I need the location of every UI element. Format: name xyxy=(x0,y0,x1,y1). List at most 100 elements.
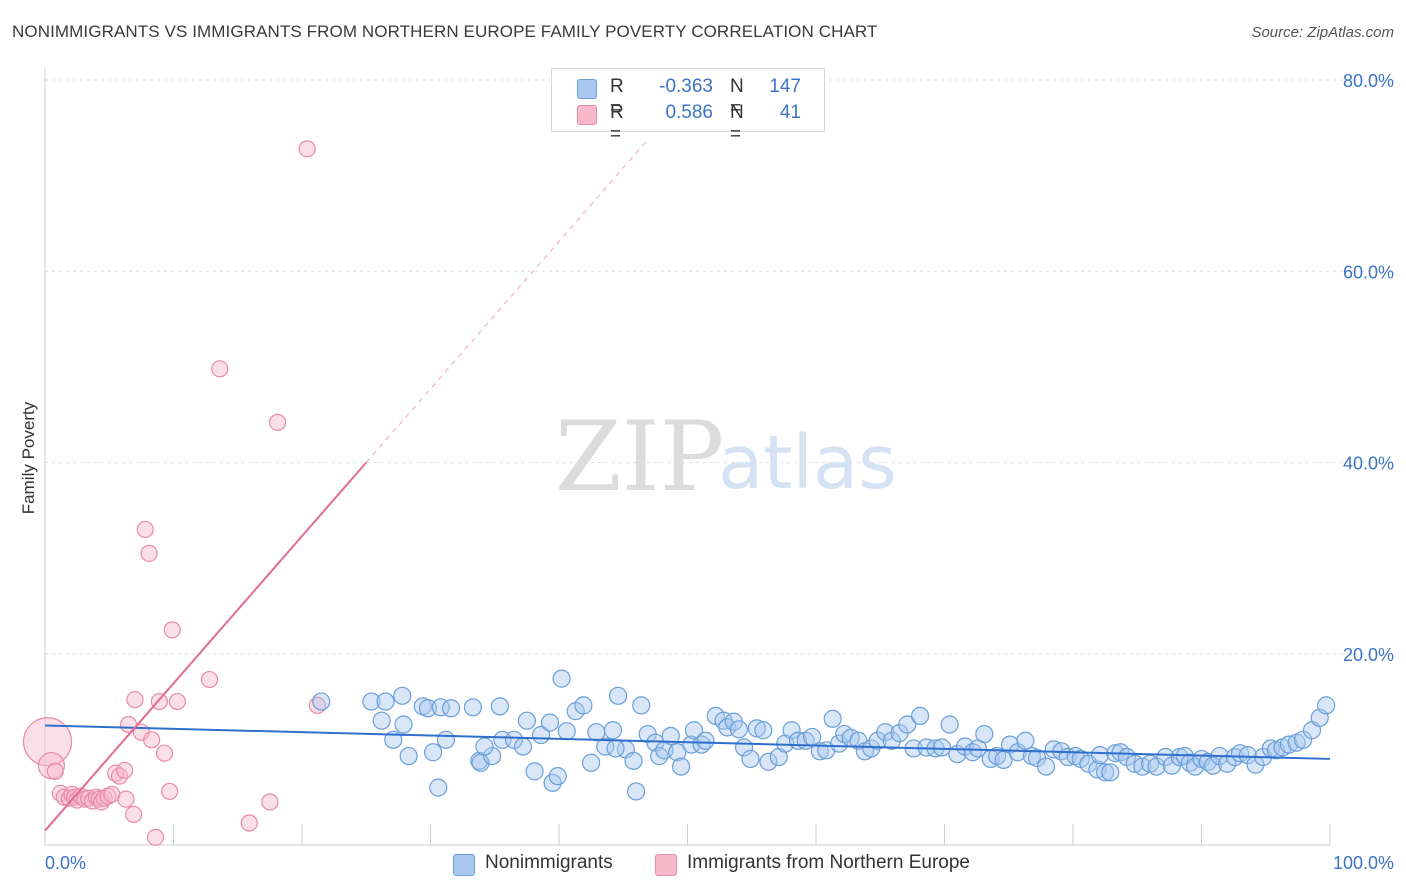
data-point-nonimmigrants xyxy=(312,692,331,711)
legend-r-value: -0.363 xyxy=(659,76,713,97)
data-point-nonimmigrants xyxy=(626,782,646,801)
data-point-nonimmigrants xyxy=(517,711,536,730)
data-point-immigrants xyxy=(143,731,161,749)
data-point-nonimmigrants xyxy=(650,746,669,766)
data-point-nonimmigrants xyxy=(747,719,766,738)
trend-line-nonimmigrants xyxy=(44,724,1331,760)
data-point-nonimmigrants xyxy=(782,721,801,740)
legend-n-label: N = xyxy=(730,102,744,145)
data-point-nonimmigrants xyxy=(399,746,418,766)
data-point-nonimmigrants xyxy=(898,715,917,734)
legend-label: Immigrants from Northern Europe xyxy=(687,852,970,873)
data-point-immigrants xyxy=(268,413,287,431)
data-point-nonimmigrants xyxy=(463,698,483,717)
data-point-immigrants xyxy=(261,793,279,811)
y-tick-labels: 20.0% 40.0% 60.0% 80.0% xyxy=(1343,71,1394,665)
data-point-nonimmigrants xyxy=(1317,696,1336,715)
data-point-nonimmigrants xyxy=(490,697,509,716)
y-tick-label: 20.0% xyxy=(1343,645,1394,665)
data-point-nonimmigrants xyxy=(513,737,533,756)
data-point-nonimmigrants xyxy=(540,713,560,732)
data-point-nonimmigrants xyxy=(810,742,829,761)
data-point-nonimmigrants xyxy=(1016,731,1035,750)
data-point-nonimmigrants xyxy=(393,686,412,705)
data-point-nonimmigrants xyxy=(759,752,778,771)
data-point-immigrants xyxy=(200,670,219,689)
trend-line-immigrants-extension xyxy=(365,138,650,463)
chart-title: NONIMMIGRANTS VS IMMIGRANTS FROM NORTHER… xyxy=(12,22,878,41)
data-point-nonimmigrants xyxy=(940,715,959,734)
data-point-immigrants xyxy=(161,782,179,801)
legend-n-value: 41 xyxy=(779,102,801,123)
trend-line-immigrants xyxy=(44,461,368,832)
data-point-nonimmigrants xyxy=(682,735,701,754)
data-point-nonimmigrants xyxy=(475,737,494,756)
data-point-nonimmigrants xyxy=(1203,756,1223,775)
legend-swatch-blue xyxy=(577,79,597,99)
data-point-immigrants xyxy=(163,621,181,639)
data-point-nonimmigrants xyxy=(1090,746,1110,765)
legend-label: Nonimmigrants xyxy=(485,852,613,873)
data-point-nonimmigrants xyxy=(661,726,680,746)
legend-swatch-blue xyxy=(453,854,475,876)
data-point-nonimmigrants xyxy=(557,722,576,741)
data-point-nonimmigrants xyxy=(1096,763,1115,782)
data-point-nonimmigrants xyxy=(609,686,628,705)
data-point-nonimmigrants xyxy=(830,734,849,753)
data-point-nonimmigrants xyxy=(668,743,687,762)
legend-n-label: N = xyxy=(730,76,744,119)
data-point-immigrants xyxy=(22,717,73,767)
data-point-immigrants xyxy=(117,790,135,808)
data-point-nonimmigrants xyxy=(372,711,391,730)
series-immigrants-points xyxy=(22,140,327,846)
data-point-nonimmigrants xyxy=(394,715,413,734)
data-point-immigrants xyxy=(125,805,143,824)
data-point-immigrants xyxy=(240,814,258,832)
data-point-nonimmigrants xyxy=(975,724,994,744)
data-point-nonimmigrants xyxy=(574,696,593,715)
data-point-nonimmigrants xyxy=(606,739,625,758)
series-nonimmigrants-points xyxy=(312,669,1336,801)
data-point-nonimmigrants xyxy=(1238,746,1257,765)
x-tick-label-0: 0.0% xyxy=(45,853,86,873)
data-point-nonimmigrants xyxy=(441,699,461,718)
data-point-nonimmigrants xyxy=(436,730,456,749)
data-point-nonimmigrants xyxy=(552,669,571,688)
data-point-nonimmigrants xyxy=(671,757,691,776)
x-axis-ticks xyxy=(173,824,1331,845)
x-tick-label-100: 100.0% xyxy=(1333,853,1394,873)
trend-lines xyxy=(44,138,1331,832)
data-point-nonimmigrants xyxy=(741,749,760,769)
data-point-nonimmigrants xyxy=(754,721,773,740)
data-point-nonimmigrants xyxy=(624,751,643,770)
data-point-nonimmigrants xyxy=(362,692,381,711)
data-point-nonimmigrants xyxy=(376,692,395,711)
data-point-nonimmigrants xyxy=(429,778,448,797)
data-point-nonimmigrants xyxy=(423,743,443,762)
y-tick-label: 40.0% xyxy=(1343,454,1394,474)
data-point-nonimmigrants xyxy=(696,731,715,750)
data-point-nonimmigrants xyxy=(932,738,952,757)
watermark: ZIP atlas xyxy=(555,401,897,513)
data-point-nonimmigrants xyxy=(548,767,567,786)
legend-swatch-pink xyxy=(655,854,677,876)
data-point-nonimmigrants xyxy=(1036,757,1056,776)
data-point-immigrants xyxy=(308,696,327,714)
data-point-nonimmigrants xyxy=(1000,735,1020,754)
data-point-nonimmigrants xyxy=(632,696,651,715)
watermark-atlas: atlas xyxy=(718,420,897,506)
legend-r-label: R = xyxy=(610,102,624,145)
data-point-immigrants xyxy=(155,744,174,762)
data-point-nonimmigrants xyxy=(684,721,704,740)
y-tick-label: 80.0% xyxy=(1343,71,1394,91)
data-point-immigrants xyxy=(136,520,154,539)
data-point-immigrants xyxy=(211,360,229,378)
data-point-nonimmigrants xyxy=(1101,763,1120,782)
watermark-zip: ZIP xyxy=(555,401,724,513)
data-point-nonimmigrants xyxy=(1170,747,1189,767)
chart-source: Source: ZipAtlas.com xyxy=(1251,24,1394,41)
data-point-nonimmigrants xyxy=(910,706,930,726)
legend-n-value: 147 xyxy=(769,76,801,97)
y-axis-label: Family Poverty xyxy=(19,401,38,514)
